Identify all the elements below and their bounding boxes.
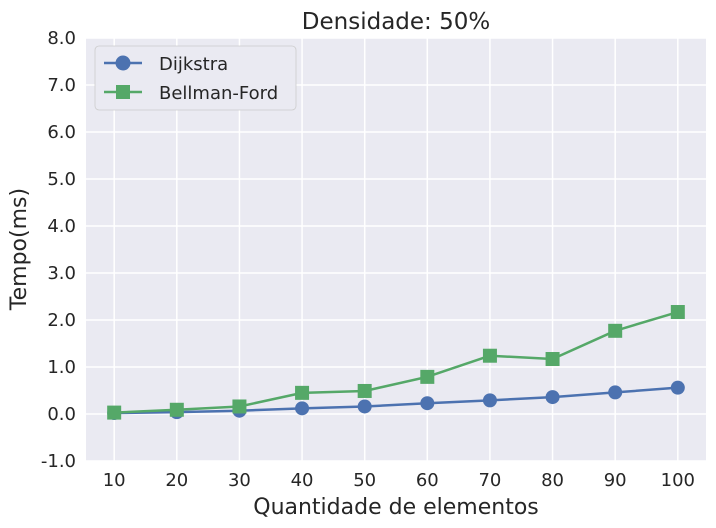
x-tick-label: 90 (604, 470, 627, 491)
data-point-dijkstra (357, 399, 372, 414)
x-tick-label: 70 (478, 470, 501, 491)
x-tick-label: 100 (661, 470, 695, 491)
series-line-bellman-ford (114, 310, 679, 414)
data-point-bellman-ford (482, 348, 497, 363)
tick-labels: -1.0 0.0 1.0 2.0 3.0 4.0 5.0 6.0 7.0 8.0 10 20 30 40 5… (41, 28, 695, 491)
data-point-bellman-ford (357, 383, 372, 398)
chart-title: Densidade: 50% (302, 9, 490, 35)
series-bellman-ford (107, 305, 685, 420)
legend-label-bellman-ford: Bellman-Ford (159, 83, 278, 104)
legend: Dijkstra Bellman-Ford (94, 45, 297, 111)
data-point-bellman-ford (545, 352, 560, 367)
data-point-bellman-ford (670, 305, 685, 320)
x-tick-label: 80 (541, 470, 564, 491)
data-point-dijkstra (420, 396, 435, 411)
data-point-dijkstra (670, 380, 685, 395)
y-tick-label: 5.0 (47, 169, 76, 190)
data-point-bellman-ford (420, 369, 435, 384)
data-point-dijkstra (545, 390, 560, 405)
data-point-bellman-ford (169, 402, 184, 417)
data-point-bellman-ford (232, 399, 247, 414)
data-point-dijkstra (608, 385, 623, 400)
y-tick-label: 7.0 (47, 75, 76, 96)
y-axis-title: Tempo(ms) (7, 188, 32, 311)
series-layer (107, 305, 685, 421)
data-point-dijkstra (295, 401, 310, 416)
y-tick-label: 2.0 (47, 310, 76, 331)
y-tick-label: 4.0 (47, 216, 76, 237)
legend-marker-bellman-ford (116, 85, 130, 99)
legend-marker-dijkstra (115, 55, 131, 71)
y-tick-label: 8.0 (47, 28, 76, 49)
x-axis-title: Quantidade de elementos (253, 495, 539, 520)
series-line-dijkstra (114, 386, 678, 415)
x-tick-label: 40 (291, 470, 314, 491)
legend-label-dijkstra: Dijkstra (159, 54, 228, 75)
x-tick-label: 60 (416, 470, 439, 491)
y-tick-label: 3.0 (47, 263, 76, 284)
data-point-dijkstra (482, 393, 497, 408)
y-tick-label: 1.0 (47, 357, 76, 378)
y-tick-label: -1.0 (41, 451, 76, 472)
data-point-bellman-ford (107, 405, 122, 420)
x-tick-label: 50 (353, 470, 376, 491)
legend-entry-bellman-ford: Bellman-Ford (104, 83, 278, 104)
legend-box (94, 45, 297, 111)
legend-entry-dijkstra: Dijkstra (104, 54, 228, 75)
y-tick-label: 6.0 (47, 122, 76, 143)
x-tick-label: 10 (103, 470, 126, 491)
x-tick-label: 30 (228, 470, 251, 491)
data-point-bellman-ford (608, 323, 623, 338)
data-point-bellman-ford (295, 385, 310, 400)
x-tick-label: 20 (165, 470, 188, 491)
y-tick-label: 0.0 (47, 404, 76, 425)
